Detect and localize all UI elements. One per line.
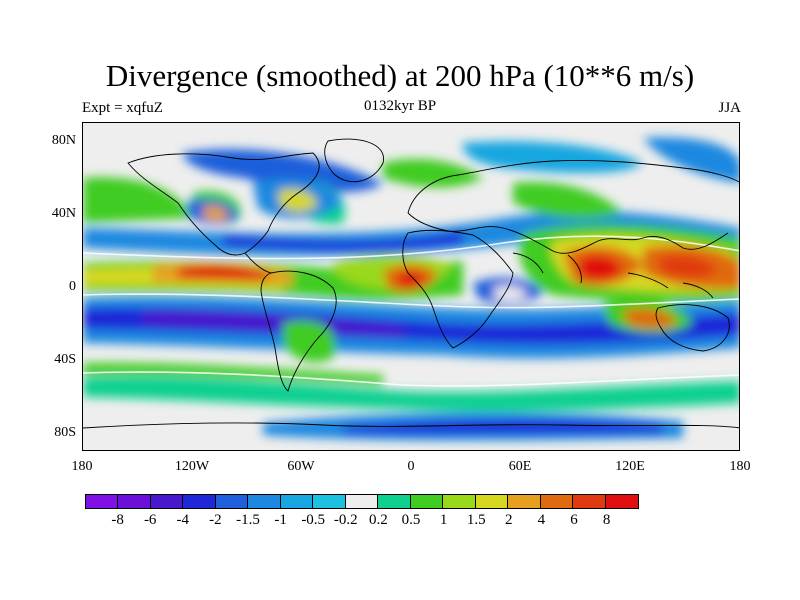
colorbar-swatch [605, 495, 639, 508]
colorbar-label: 4 [537, 512, 546, 528]
colorbar-label: -4 [176, 512, 190, 528]
lon-label: 180 [71, 459, 93, 474]
colorbar-label: -2 [209, 512, 222, 528]
colorbar-label: 2 [505, 512, 513, 528]
colorbar-swatch [443, 495, 476, 508]
colorbar-swatch [183, 495, 216, 508]
colorbar-swatch [118, 495, 151, 508]
colorbar-label: -6 [143, 512, 157, 528]
lat-label: 0 [69, 279, 76, 294]
lat-label: 80S [54, 425, 76, 440]
colorbar-swatch [345, 495, 379, 508]
colorbar-label: -0.5 [301, 512, 326, 528]
colorbar-swatch [313, 495, 346, 508]
lon-label: 120E [615, 459, 645, 474]
season-label: JJA [718, 100, 741, 116]
colorbar-swatch [573, 495, 606, 508]
lon-label: 0 [407, 459, 415, 474]
lat-label: 80N [51, 133, 76, 148]
colorbar [85, 494, 640, 509]
lon-label: 60W [287, 459, 315, 474]
divergence-map [83, 123, 739, 450]
divergence-fields [83, 137, 739, 441]
lon-label: 120W [174, 459, 210, 474]
colorbar-label: 1 [439, 512, 448, 528]
lon-label: 60E [508, 459, 532, 474]
colorbar-swatch [86, 495, 119, 508]
colorbar-swatch [150, 495, 184, 508]
colorbar-swatch [378, 495, 411, 508]
colorbar-swatch [508, 495, 541, 508]
colorbar-label: 0.2 [369, 512, 388, 528]
colorbar-label: 1.5 [466, 512, 486, 528]
colorbar-swatch [248, 495, 281, 508]
lat-label: 40S [54, 352, 76, 367]
lat-label: 40N [51, 206, 76, 221]
colorbar-label: -0.2 [333, 512, 358, 528]
coastlines [83, 138, 739, 429]
colorbar-swatch [280, 495, 314, 508]
colorbar-label: 8 [602, 512, 611, 528]
colorbar-swatch [540, 495, 574, 508]
colorbar-swatch [410, 495, 444, 508]
colorbar-label: -1 [274, 512, 287, 528]
colorbar-label: -1.5 [236, 512, 260, 528]
colorbar-label: 6 [570, 512, 578, 528]
colorbar-swatch [475, 495, 509, 508]
lon-label: 180 [729, 459, 751, 474]
colorbar-label: -8 [111, 512, 124, 528]
colorbar-label: 0.5 [401, 512, 421, 528]
period-label: 0132kyr BP [363, 98, 437, 114]
experiment-label: Expt = xqfuZ [82, 100, 163, 116]
colorbar-swatch [215, 495, 249, 508]
map-title: Divergence (smoothed) at 200 hPa (10**6 … [105, 58, 695, 93]
map-plot-area [82, 122, 740, 451]
